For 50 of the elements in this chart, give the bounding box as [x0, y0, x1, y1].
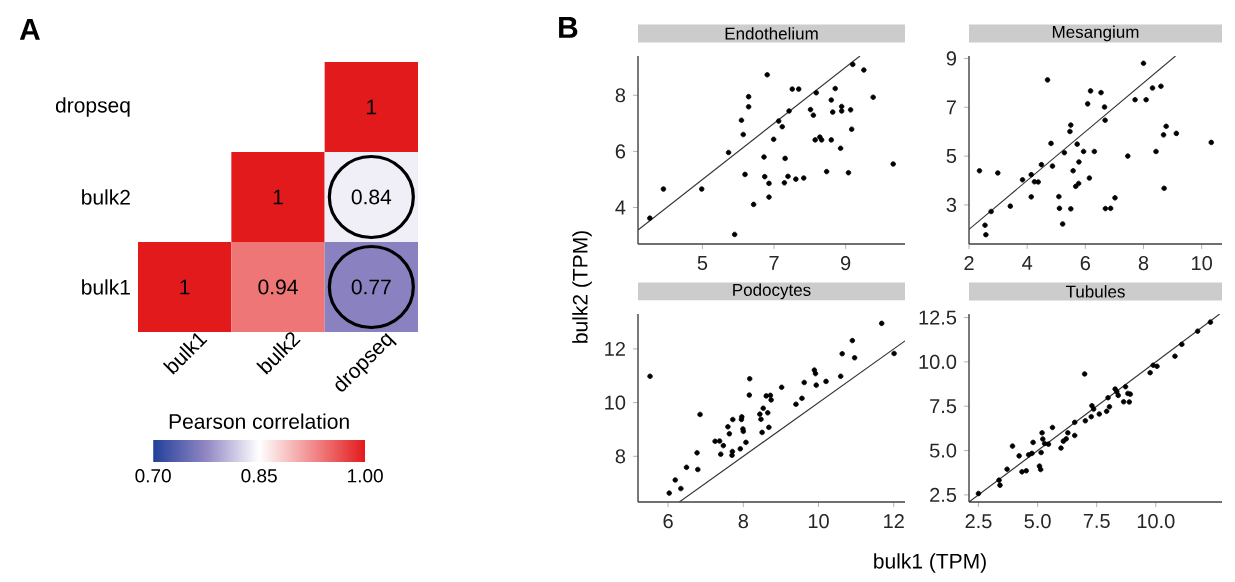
x-tick-label: 12 — [884, 514, 904, 529]
x-tick-label: 8 — [1138, 256, 1149, 271]
chart-title: Podocytes — [733, 283, 811, 300]
y-tick-label: 8 — [615, 88, 626, 103]
x-tick-label: 6 — [663, 514, 673, 529]
data-label: 1 — [273, 189, 283, 205]
x-tick-label: 2.5 — [965, 514, 992, 529]
text: B — [559, 17, 578, 38]
chart-title: Mesangium — [1052, 25, 1139, 42]
y-tick-label: 10 — [605, 395, 626, 410]
chart-title: A — [19, 19, 40, 40]
chart-title: Endothelium — [725, 27, 818, 40]
y-tick-label: 12.5 — [919, 310, 957, 325]
x-tick-label: 5 — [697, 256, 708, 270]
x-tick-label: 10 — [1192, 256, 1212, 271]
x-tick-label: 6 — [1080, 256, 1091, 271]
x-axis-title: bulk1 (TPM) — [874, 553, 986, 573]
y-tick-label: 4 — [615, 200, 626, 215]
data-label: 0.84 — [351, 189, 392, 205]
y-tick-label: 5.0 — [929, 443, 957, 458]
y-tick-label: 7.5 — [930, 399, 957, 414]
x-tick-label: 5.0 — [1024, 514, 1051, 529]
x-tick-label: 10.0 — [1137, 514, 1175, 529]
color-bar-label: 1.00 — [348, 469, 383, 483]
y-tick-label: 8 — [615, 449, 626, 464]
x-tick-label: 2 — [964, 256, 974, 271]
y-tick-label: 3 — [946, 197, 957, 212]
data-label: 0.94 — [258, 279, 298, 295]
y-tick-label: bulk1 — [82, 279, 130, 295]
x-tick-label: 8 — [738, 514, 748, 529]
color-bar-label: 0.85 — [241, 469, 277, 483]
y-tick-label: bulk2 — [82, 189, 130, 205]
color-bar-title: Pearson correlation — [169, 413, 349, 429]
data-label: 1 — [180, 279, 190, 295]
y-tick-label: 7 — [946, 100, 956, 115]
data-label: 1 — [367, 99, 377, 115]
chart-title: Tubules — [1065, 285, 1125, 298]
x-tick-label: 7 — [769, 256, 779, 270]
x-tick-label: 7.5 — [1083, 514, 1110, 528]
color-bar-label: 0.70 — [135, 469, 171, 483]
x-tick-label: 9 — [840, 256, 851, 271]
y-tick-label: 2.5 — [930, 487, 957, 502]
y-tick-label: 9 — [946, 51, 957, 66]
y-axis-title: bulk2 (TPM) — [572, 231, 592, 343]
data-label: 0.77 — [351, 279, 391, 295]
y-tick-label: dropseq — [55, 97, 130, 117]
x-tick-label: 4 — [1022, 256, 1033, 270]
x-tick-label: 10 — [808, 514, 829, 529]
y-tick-label: 5 — [946, 149, 957, 164]
y-tick-label: 6 — [615, 144, 626, 159]
